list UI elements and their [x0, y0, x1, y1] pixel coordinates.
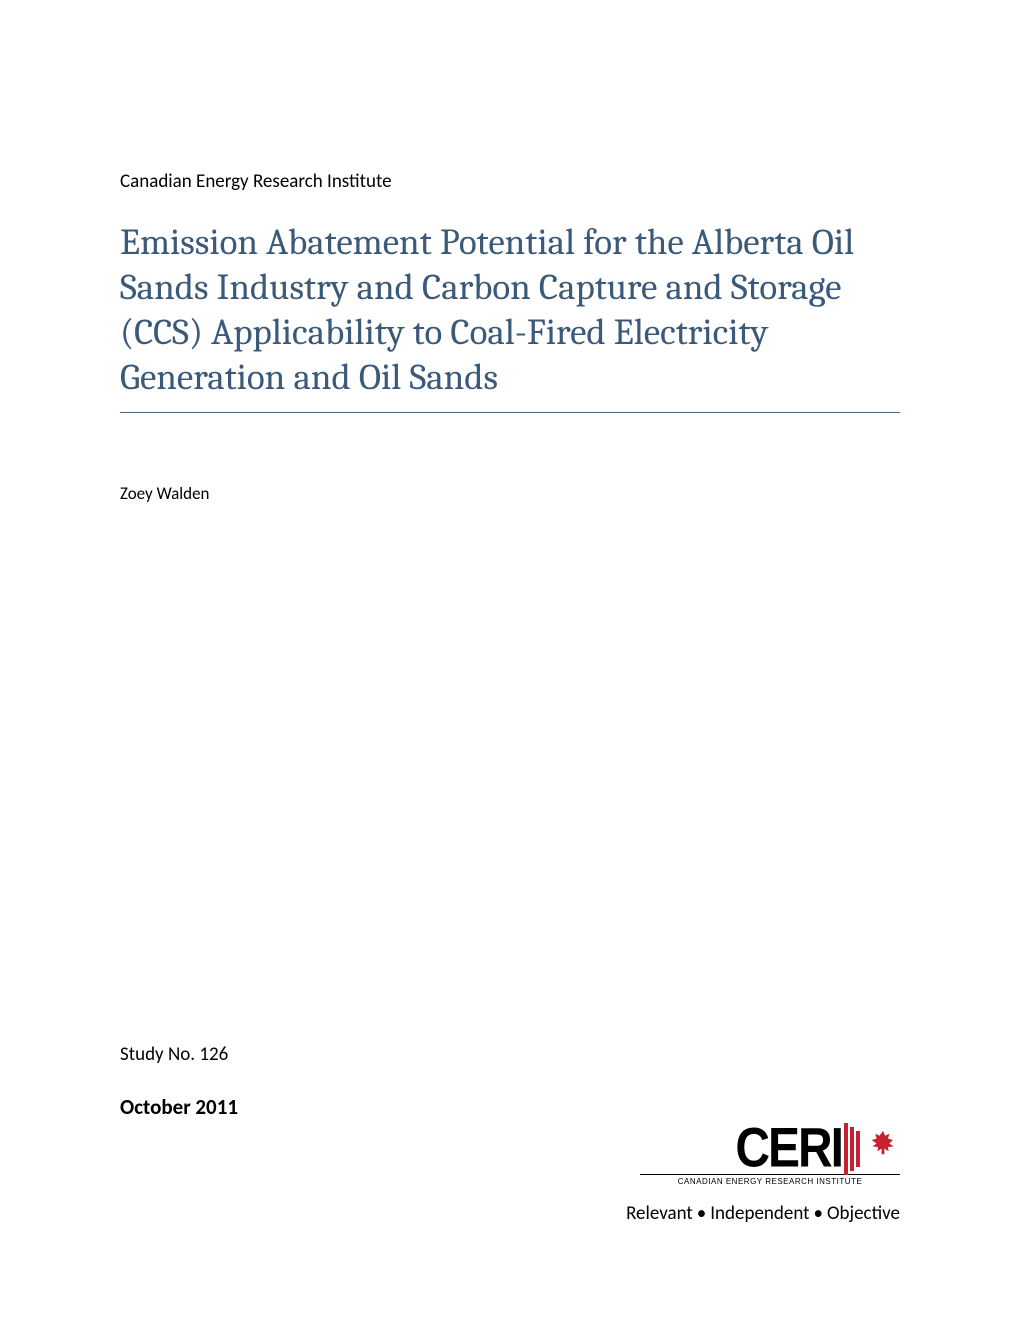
document-title: Emission Abatement Potential for the Alb…: [120, 221, 900, 413]
bullet-icon: •: [697, 1202, 706, 1225]
tagline: Relevant•Independent•Objective: [626, 1202, 900, 1225]
author-name: Zoey Walden: [120, 483, 900, 504]
logo-block: CERI CANADIAN ENERGY RESEARCH INSTITUTE …: [626, 1121, 900, 1225]
ceri-logo: CERI CANADIAN ENERGY RESEARCH INSTITUTE: [640, 1121, 900, 1186]
maple-leaf-icon: [866, 1127, 900, 1170]
tagline-word-1: Relevant: [626, 1202, 693, 1225]
bullet-icon: •: [814, 1202, 823, 1225]
logo-text: CERI: [735, 1117, 842, 1180]
institute-name: Canadian Energy Research Institute: [120, 170, 900, 193]
tagline-word-2: Independent: [710, 1202, 809, 1225]
logo-stripes-icon: [844, 1123, 862, 1175]
study-meta: Study No. 126 October 2011: [120, 1043, 238, 1120]
study-number: Study No. 126: [120, 1043, 238, 1066]
publication-date: October 2011: [120, 1094, 238, 1120]
tagline-word-3: Objective: [827, 1202, 900, 1225]
